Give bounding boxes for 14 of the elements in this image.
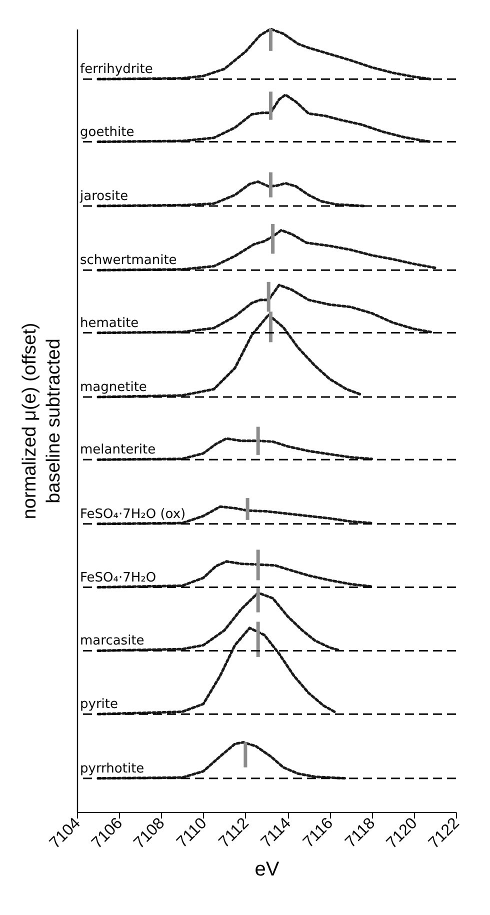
y-axis-title: normalized μ(e) (offset) baseline subtracted	[20, 322, 64, 520]
series-label: hematite	[80, 316, 139, 331]
x-axis-title: eV	[254, 858, 280, 880]
series-label: FeSO₄·7H₂O	[80, 570, 156, 586]
series-label: marcasite	[80, 634, 144, 649]
series-label: ferrihydrite	[80, 62, 153, 78]
series-label: schwertmanite	[80, 253, 177, 268]
series-label: jarosite	[79, 188, 128, 204]
series-label: pyrrhotite	[80, 761, 144, 776]
series-label: magnetite	[80, 380, 147, 396]
series-label: goethite	[80, 124, 134, 140]
series-label: melanterite	[80, 442, 156, 458]
series-label: pyrite	[80, 697, 118, 712]
series-label: FeSO₄·7H₂O (ox)	[80, 506, 186, 522]
